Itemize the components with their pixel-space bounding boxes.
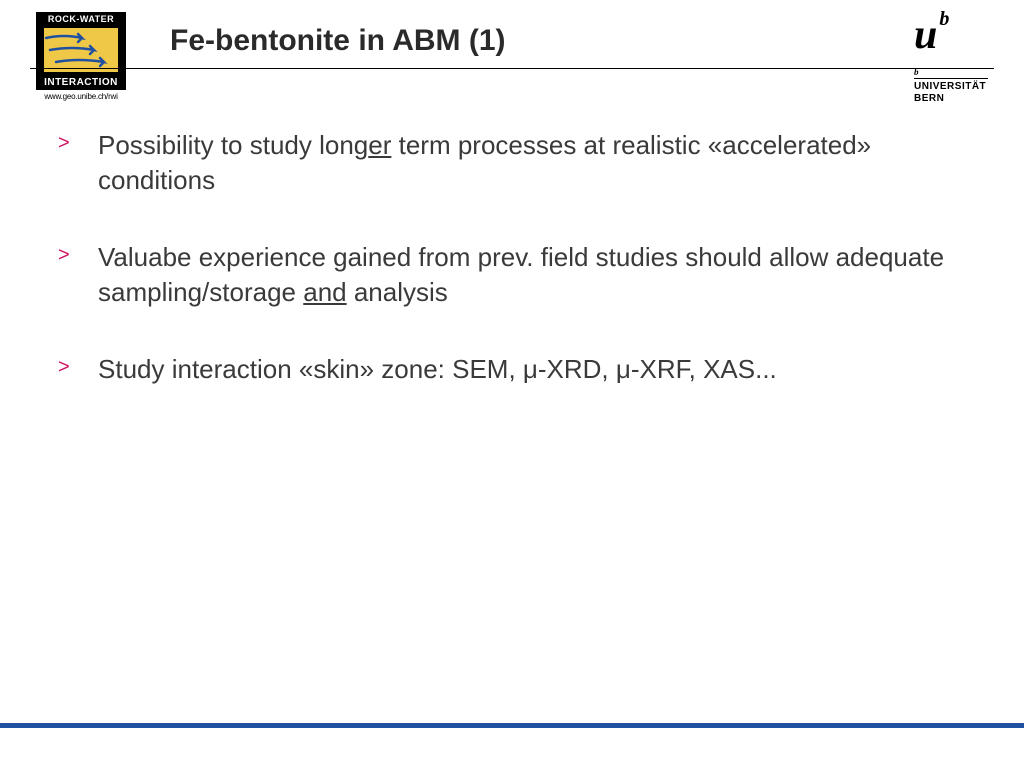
unibe-mark-u: u: [914, 12, 937, 58]
rwi-logo-top-text: ROCK-WATER: [36, 14, 126, 24]
bullet-item: > Possibility to study longer term proce…: [50, 128, 974, 198]
unibe-line: [914, 78, 988, 79]
slide-title: Fe-bentonite in ABM (1): [170, 24, 506, 58]
bullet-marker-icon: >: [50, 240, 98, 267]
bullet-text: Study interaction «skin» zone: SEM, μ-XR…: [98, 352, 974, 387]
bullet-item: > Valuabe experience gained from prev. f…: [50, 240, 974, 310]
rwi-logo: ROCK-WATER INTERACTION www.geo.unibe.ch/…: [36, 12, 126, 101]
bullet-text: Possibility to study longer term process…: [98, 128, 974, 198]
bullet-marker-icon: >: [50, 352, 98, 379]
rwi-logo-box: ROCK-WATER INTERACTION: [36, 12, 126, 90]
bullet-marker-icon: >: [50, 128, 98, 155]
bullet-text: Valuabe experience gained from prev. fie…: [98, 240, 974, 310]
bullet-item: > Study interaction «skin» zone: SEM, μ-…: [50, 352, 974, 387]
unibe-text-1: UNIVERSITÄT: [914, 81, 988, 93]
unibe-text-2: BERN: [914, 93, 988, 105]
rwi-logo-url: www.geo.unibe.ch/rwi: [36, 92, 126, 101]
rwi-logo-graphic: [44, 28, 118, 72]
slide-content: > Possibility to study longer term proce…: [0, 108, 1024, 387]
unibe-sub: b UNIVERSITÄT BERN: [914, 68, 988, 105]
slide-header: ROCK-WATER INTERACTION www.geo.unibe.ch/…: [0, 0, 1024, 108]
unibe-mark: ub: [914, 14, 947, 56]
unibe-logo: ub b UNIVERSITÄT BERN: [914, 14, 988, 105]
rwi-logo-bottom-text: INTERACTION: [36, 77, 126, 88]
footer-bar: [0, 723, 1024, 728]
header-divider: [30, 68, 994, 69]
unibe-small-b: b: [914, 68, 988, 77]
unibe-mark-b: b: [939, 8, 949, 30]
